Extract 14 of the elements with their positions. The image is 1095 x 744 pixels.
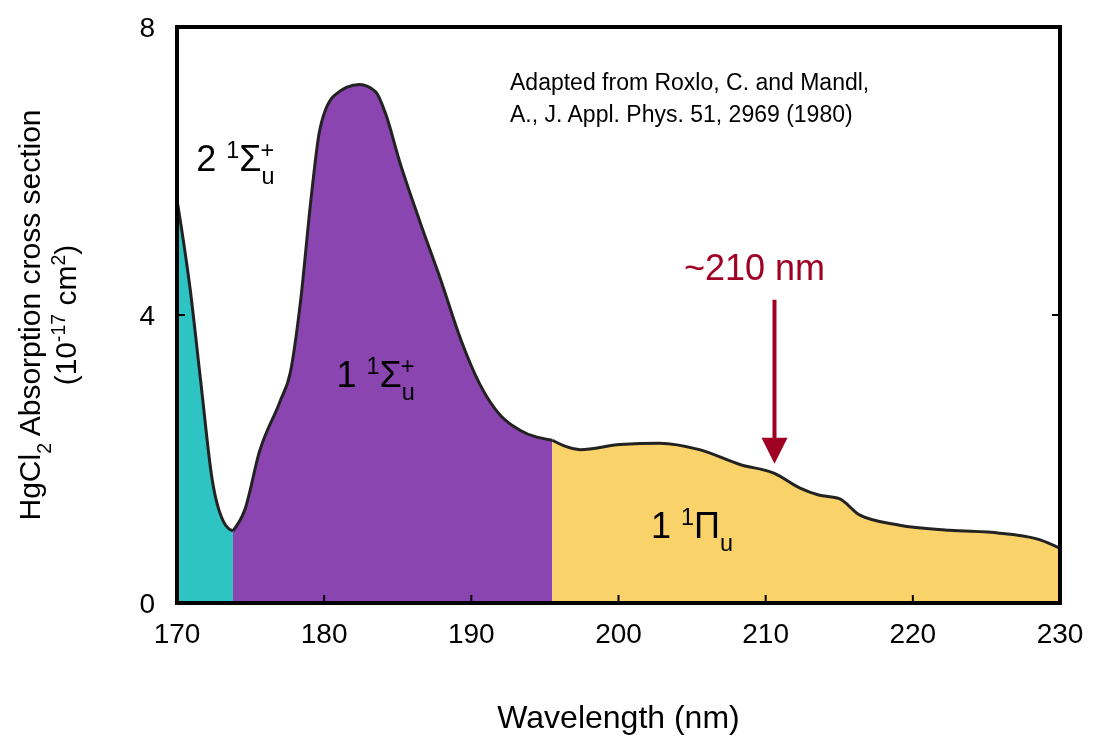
y-tick-label: 8	[139, 12, 155, 43]
annotation: 1 $^{1}$Π$_{u}$	[651, 504, 734, 557]
x-tick-label: 170	[153, 618, 201, 649]
x-axis-title: Wavelength (nm)	[497, 699, 740, 735]
x-tick-label: 210	[742, 618, 790, 649]
x-tick-label: 190	[447, 618, 495, 649]
annotation: Adapted from Roxlo, C. and Mandl, A., J. Appl. Phys. 51, 2969 (1980)	[510, 69, 870, 127]
y-tick-label: 4	[139, 300, 155, 331]
x-tick-label: 220	[889, 618, 937, 649]
x-tick-label: 180	[300, 618, 348, 649]
x-tick-label: 200	[595, 618, 642, 649]
x-tick-label: 230	[1036, 618, 1084, 649]
y-tick-label: 0	[139, 588, 155, 619]
annotation: ~210 nm	[683, 246, 826, 288]
